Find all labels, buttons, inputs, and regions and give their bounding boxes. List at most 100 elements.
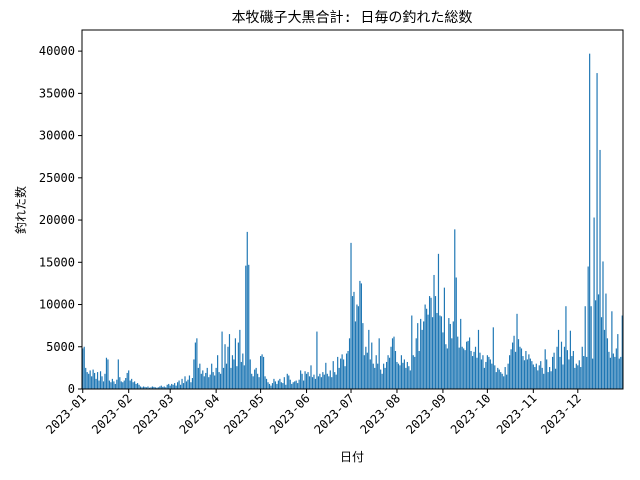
bar <box>231 355 234 389</box>
bar <box>285 384 287 389</box>
bar <box>188 375 191 389</box>
bar <box>221 331 223 389</box>
bar <box>574 367 576 389</box>
bar <box>449 323 451 389</box>
bar <box>578 360 580 389</box>
bar <box>197 367 199 389</box>
bar <box>466 341 468 389</box>
bar <box>243 365 245 389</box>
bar <box>246 231 248 389</box>
bar <box>120 381 122 389</box>
bar <box>163 386 165 389</box>
bar <box>482 355 484 389</box>
bar <box>519 346 521 389</box>
bar <box>597 294 600 389</box>
bar <box>267 382 269 389</box>
bar <box>147 386 149 389</box>
bar <box>381 373 383 389</box>
bar <box>427 314 429 389</box>
bar <box>153 386 155 389</box>
bar <box>494 365 496 389</box>
bar <box>504 367 506 389</box>
bar <box>354 321 357 389</box>
bar <box>534 367 536 389</box>
bar <box>298 379 300 389</box>
bar <box>513 335 515 389</box>
bar <box>334 372 336 389</box>
bar <box>156 387 158 389</box>
bar <box>222 367 225 389</box>
bar <box>371 342 373 389</box>
bar <box>522 356 524 389</box>
bar <box>437 253 440 389</box>
bar <box>88 373 90 389</box>
bar <box>261 354 263 389</box>
bar <box>242 353 244 389</box>
y-tick-label: 40000 <box>39 44 75 58</box>
bar <box>94 372 96 389</box>
bar <box>569 330 571 389</box>
bar <box>129 380 131 389</box>
bar <box>492 327 494 389</box>
bar <box>572 350 574 389</box>
bar <box>175 385 177 389</box>
bar <box>495 372 497 389</box>
bar <box>448 318 450 389</box>
bar <box>575 363 577 389</box>
bar <box>366 352 368 389</box>
bar <box>325 362 327 389</box>
bar <box>142 386 145 389</box>
bar <box>620 356 622 389</box>
bar <box>104 373 106 389</box>
bar <box>562 364 564 389</box>
bar <box>464 350 466 389</box>
bar <box>415 338 417 389</box>
bar <box>177 382 179 389</box>
bar <box>99 371 102 389</box>
bar <box>200 373 202 389</box>
bar <box>614 356 616 389</box>
bar <box>507 363 509 389</box>
bar <box>270 385 272 389</box>
bar <box>457 336 459 389</box>
bar <box>393 336 395 389</box>
bar <box>580 367 582 389</box>
bar <box>343 359 345 389</box>
bar <box>268 383 271 389</box>
bar <box>385 361 388 389</box>
bar <box>452 321 454 389</box>
bar <box>359 280 361 389</box>
bar <box>96 372 99 389</box>
bar <box>467 340 469 389</box>
bar <box>83 346 85 389</box>
x-axis-label: 日付 <box>340 450 364 464</box>
bar <box>529 358 531 389</box>
bar <box>203 376 205 389</box>
bar <box>477 329 480 389</box>
bar <box>141 387 143 389</box>
bar <box>486 355 488 389</box>
bar <box>491 363 493 389</box>
bar <box>498 369 500 389</box>
bar <box>160 385 162 389</box>
bar <box>568 359 570 389</box>
bar <box>509 355 511 389</box>
bar <box>606 338 609 389</box>
bar <box>308 376 311 389</box>
bar <box>248 264 250 389</box>
bar <box>600 317 603 389</box>
bar <box>310 365 312 389</box>
bar <box>251 373 253 389</box>
bar <box>282 383 284 389</box>
bar <box>488 356 490 389</box>
y-tick-label: 5000 <box>46 340 75 354</box>
bar <box>110 382 112 389</box>
bar <box>510 349 512 389</box>
bar <box>317 376 320 389</box>
bar <box>431 317 434 389</box>
bar <box>165 387 167 389</box>
bar <box>227 346 229 389</box>
bar <box>181 378 183 389</box>
bar <box>174 383 176 389</box>
bar <box>240 361 242 389</box>
